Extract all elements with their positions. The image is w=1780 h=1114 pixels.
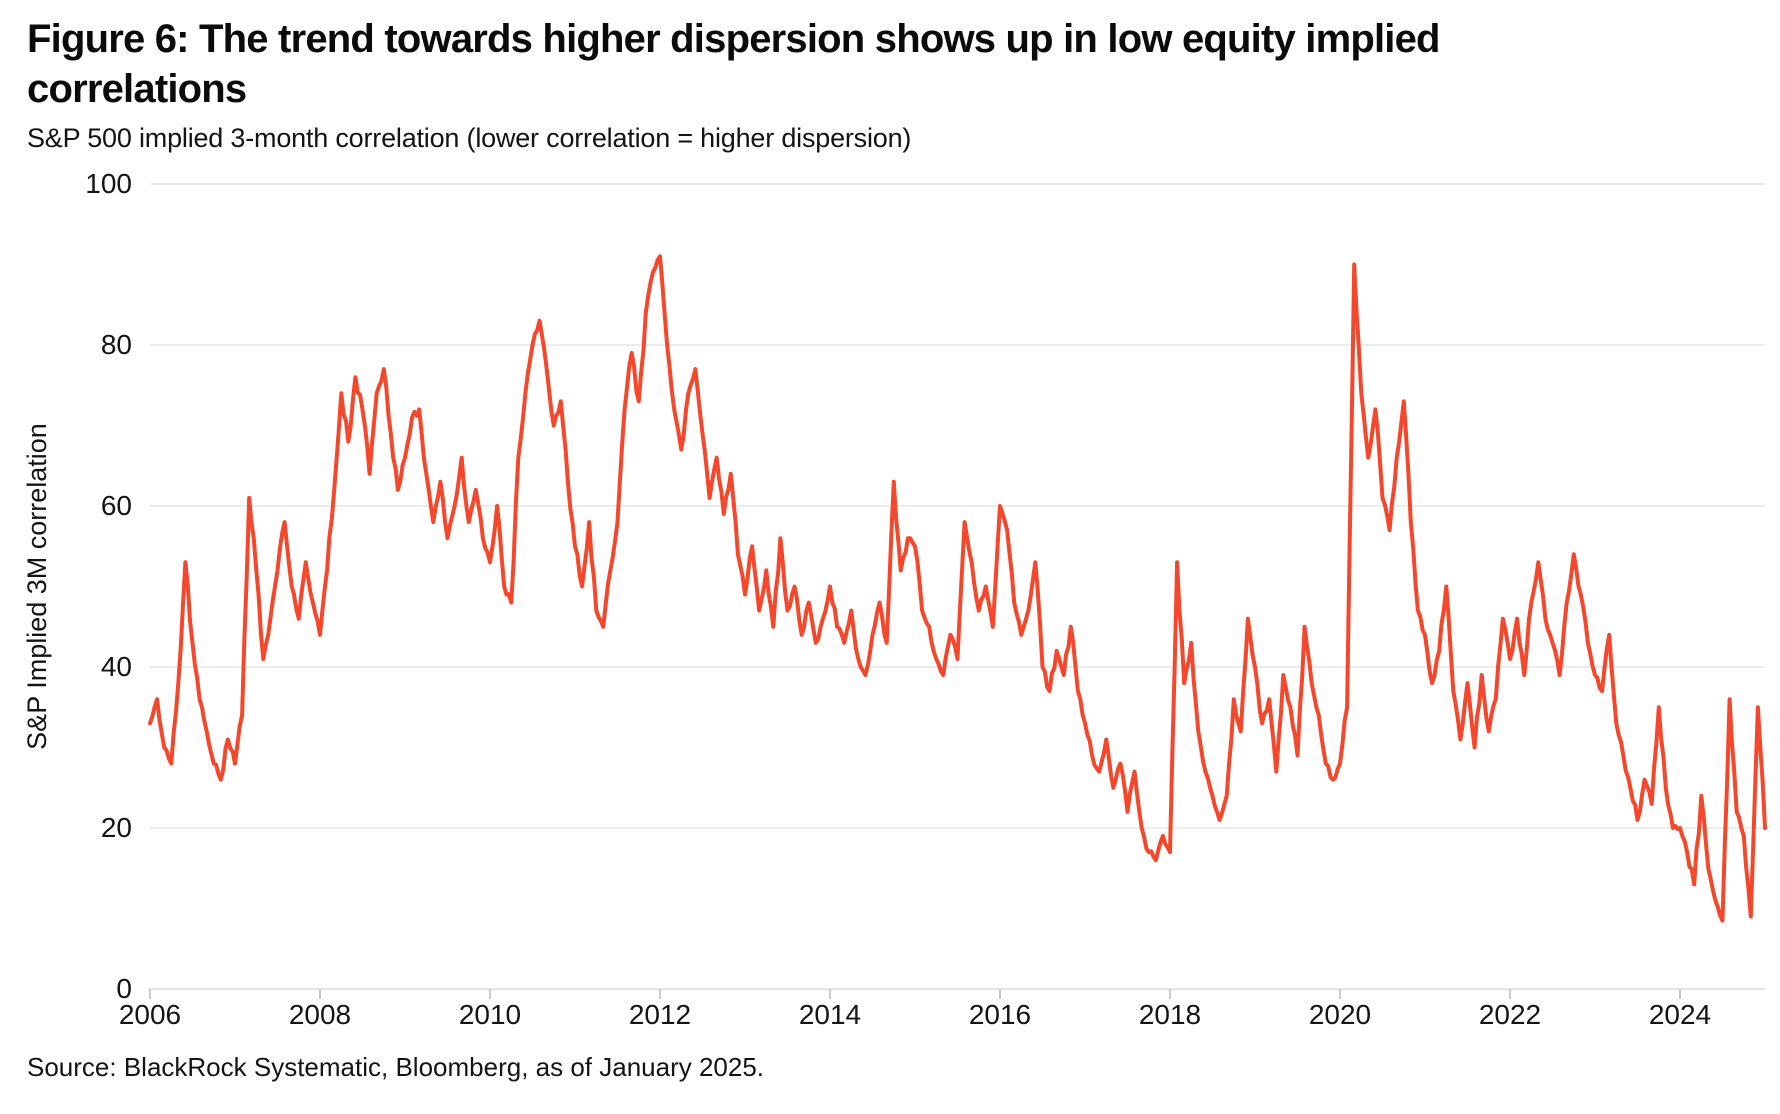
x-tick-label-2014: 2014 [799,999,861,1030]
y-tick-label-60: 60 [101,490,132,521]
x-tick-label-2022: 2022 [1479,999,1541,1030]
y-axis-label: S&P Implied 3M correlation [22,423,52,750]
y-tick-label-100: 100 [85,168,132,199]
figure-subtitle: S&P 500 implied 3-month correlation (low… [27,122,912,153]
figure-title: Figure 6: The trend towards higher dispe… [27,17,1440,112]
x-tick-label-2006: 2006 [119,999,181,1030]
x-tick-label-2008: 2008 [289,999,351,1030]
x-tick-label-2018: 2018 [1139,999,1201,1030]
x-tick-label-2012: 2012 [629,999,691,1030]
y-tick-label-40: 40 [101,651,132,682]
y-tick-label-20: 20 [101,812,132,843]
implied-correlation-line [148,254,1767,923]
x-tick-label-2016: 2016 [969,999,1031,1030]
x-tick-label-2010: 2010 [459,999,521,1030]
x-tick-label-2024: 2024 [1649,999,1711,1030]
y-tick-label-0: 0 [116,973,132,1004]
x-tick-label-2020: 2020 [1309,999,1371,1030]
source-note: Source: BlackRock Systematic, Bloomberg,… [27,1052,765,1082]
correlation-line-chart: 0 20 40 60 80 100 2006 2008 2010 2012 2014 2016 2018… [22,168,1767,1030]
y-tick-label-80: 80 [101,329,132,360]
